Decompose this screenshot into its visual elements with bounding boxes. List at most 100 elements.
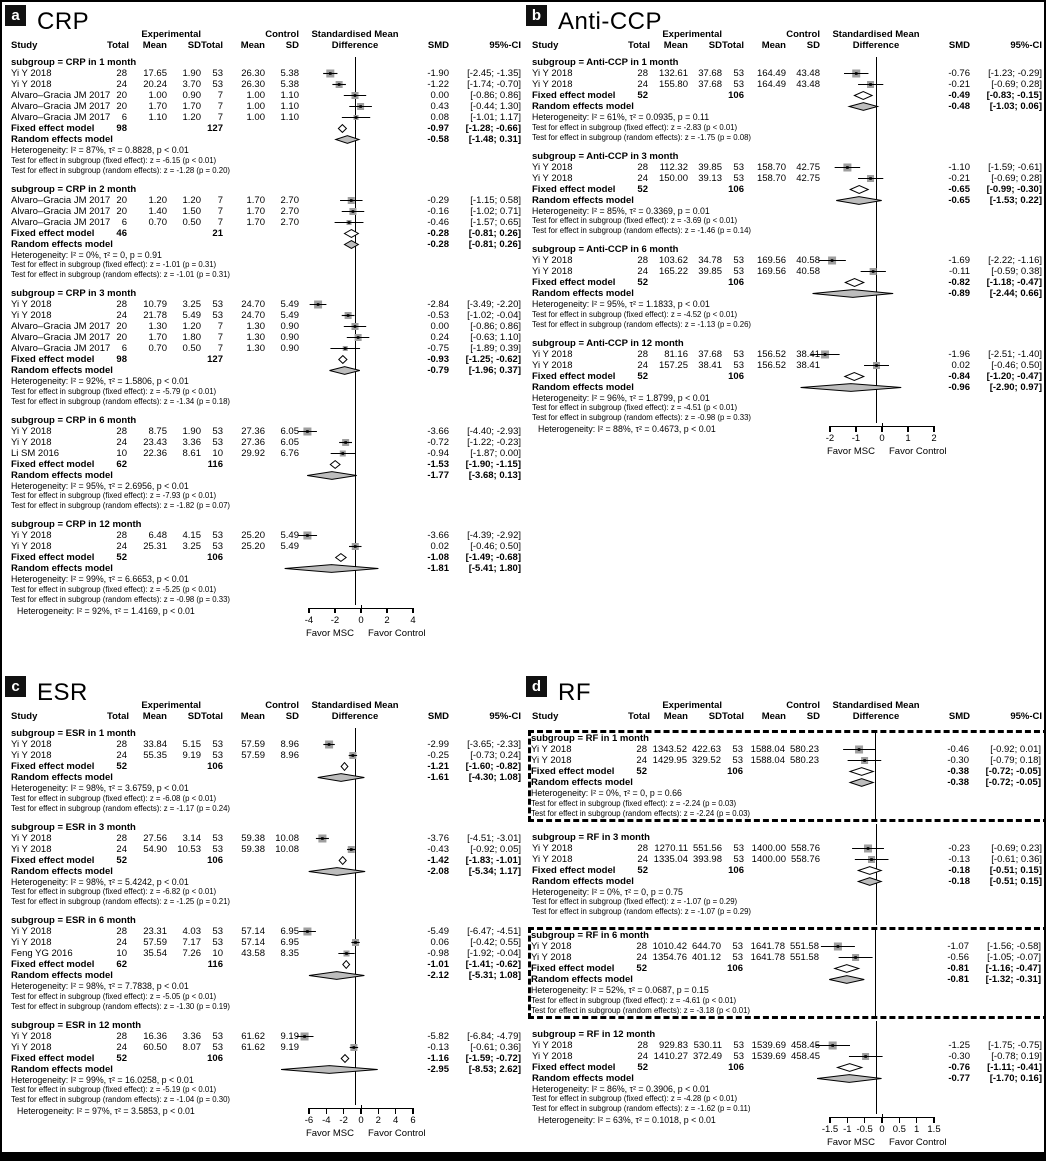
study-marker xyxy=(341,312,355,319)
subgroup-test-line-text: Test for effect in subgroup (random effe… xyxy=(11,501,231,510)
col-header-total: Total xyxy=(722,40,744,51)
ctrl-mean: 1.70 xyxy=(246,205,266,217)
smd-value: -0.18 xyxy=(948,864,970,876)
exp-mean xyxy=(648,371,688,382)
ctrl-total xyxy=(201,239,223,250)
random-model-row: Random effects model -0.18 [-0.51; 0.15] xyxy=(532,875,1044,887)
study-marker xyxy=(848,1052,883,1060)
ctrl-mean: 1.30 xyxy=(246,321,266,332)
exp-total xyxy=(107,1064,127,1075)
plot-cell xyxy=(299,519,411,530)
ctrl-mean: 1588.04 xyxy=(750,755,785,766)
exp-mean xyxy=(127,365,167,376)
ci-cell xyxy=(449,1085,521,1095)
ci-cell xyxy=(449,501,521,511)
study-marker xyxy=(834,163,861,171)
exp-sd xyxy=(688,382,722,393)
study-row: Yi Y 2018 28 1343.52 422.63 53 1588.04 580.23-… xyxy=(528,744,1042,755)
ctrl-sd: 6.95 xyxy=(280,926,300,937)
axis-tick-label: 0 xyxy=(879,433,885,444)
smd-value: -0.46 xyxy=(427,216,449,228)
fixed-diamond xyxy=(833,964,861,973)
random-diamond xyxy=(800,382,902,392)
spacer-row xyxy=(11,280,524,288)
axis-tick xyxy=(855,426,857,432)
study-marker xyxy=(297,427,317,435)
smd-value: -0.48 xyxy=(948,101,970,112)
ctrl-sd: 2.70 xyxy=(280,216,300,228)
smd-cell xyxy=(411,804,449,814)
axis-scale: -6 -4 -2 0 2 4 6 Favor MSC Favor Control xyxy=(305,1105,426,1143)
exp-total: 24 xyxy=(637,359,648,371)
ci-cell xyxy=(970,206,1042,217)
plot-cell xyxy=(820,205,932,216)
ctrl-sd: 558.76 xyxy=(790,842,820,854)
exp-mean xyxy=(127,123,167,134)
point-estimate xyxy=(329,72,332,75)
ctrl-sd: 2.70 xyxy=(280,205,300,217)
heterogeneity-line: Heterogeneity: I² = 92%, τ² = 1.5806, p … xyxy=(11,376,524,387)
plot-cell xyxy=(297,425,411,437)
study-marker xyxy=(349,1043,359,1051)
col-header-study: Study xyxy=(532,711,559,722)
random-model-row: Random effects model -2.08 [-5.34; 1.17] xyxy=(11,865,524,877)
plot-cell xyxy=(299,739,411,750)
exp-total xyxy=(628,876,648,887)
zero-line xyxy=(354,854,356,866)
plot-cell xyxy=(820,1061,932,1073)
ctrl-total xyxy=(201,772,223,783)
col-header-total: Total xyxy=(722,711,744,722)
study-name: Yi Y 2018 xyxy=(532,1039,573,1051)
point-estimate xyxy=(869,176,872,180)
spacer-row xyxy=(532,236,1044,244)
col-header-effect-line2: Difference xyxy=(852,711,900,722)
axis-tick xyxy=(325,1108,327,1114)
ctrl-mean xyxy=(223,855,265,866)
ctrl-mean xyxy=(744,101,786,112)
exp-total: 28 xyxy=(116,530,127,541)
smd-value: 0.02 xyxy=(430,541,450,552)
plot-cell xyxy=(299,959,411,970)
heterogeneity-line: Heterogeneity: I² = 52%, τ² = 0.0687, p … xyxy=(528,985,1042,996)
heterogeneity-line: Heterogeneity: I² = 95%, τ² = 1.1833, p … xyxy=(532,299,1044,310)
zero-line xyxy=(874,930,876,941)
exp-mean: 132.61 xyxy=(658,68,688,79)
ci-cell xyxy=(449,822,521,833)
plot-cell xyxy=(298,926,411,937)
subgroup-header-row: subgroup = ESR in 1 month xyxy=(11,728,524,739)
exp-sd: 37.68 xyxy=(698,68,722,79)
plot-cell xyxy=(820,277,932,288)
ci-value: [-2.44; 0.66] xyxy=(989,288,1042,299)
ctrl-sd xyxy=(265,470,299,481)
smd-cell xyxy=(411,822,449,833)
fixed-diamond xyxy=(844,278,866,287)
smd-cell xyxy=(411,574,449,585)
subgroup-test-line-text: Test for effect in subgroup (fixed effec… xyxy=(532,1094,738,1103)
plot-cell xyxy=(820,150,932,162)
study-name: Yi Y 2018 xyxy=(532,842,573,854)
favor-msc-label: Favor MSC xyxy=(305,1128,354,1139)
ctrl-total: 7 xyxy=(217,205,223,217)
exp-total: 28 xyxy=(637,1039,648,1051)
study-name: Yi Y 2018 xyxy=(532,255,573,266)
ci-cell xyxy=(970,338,1042,349)
smd-value: 0.00 xyxy=(430,90,450,101)
ctrl-total xyxy=(201,866,223,877)
random-diamond xyxy=(281,1064,378,1074)
spacer-row xyxy=(11,813,524,822)
smd-value: -1.42 xyxy=(427,854,449,866)
ctrl-sd xyxy=(265,1053,299,1064)
ctrl-sd xyxy=(785,766,819,777)
smd-value: -0.93 xyxy=(427,354,449,365)
ci-cell xyxy=(970,310,1042,320)
zero-line xyxy=(875,907,877,917)
exp-sd: 38.41 xyxy=(698,359,722,371)
plot-cell xyxy=(299,134,411,145)
ci-cell xyxy=(969,809,1041,819)
zero-line xyxy=(354,959,356,970)
subgroup-header-row: subgroup = ESR in 12 month xyxy=(11,1019,524,1031)
ci-cell xyxy=(449,166,521,176)
model-label: Fixed effect model xyxy=(11,1052,95,1064)
smd-cell xyxy=(932,1029,970,1040)
subgroup-test-line-text: Test for effect in subgroup (random effe… xyxy=(11,1001,231,1011)
